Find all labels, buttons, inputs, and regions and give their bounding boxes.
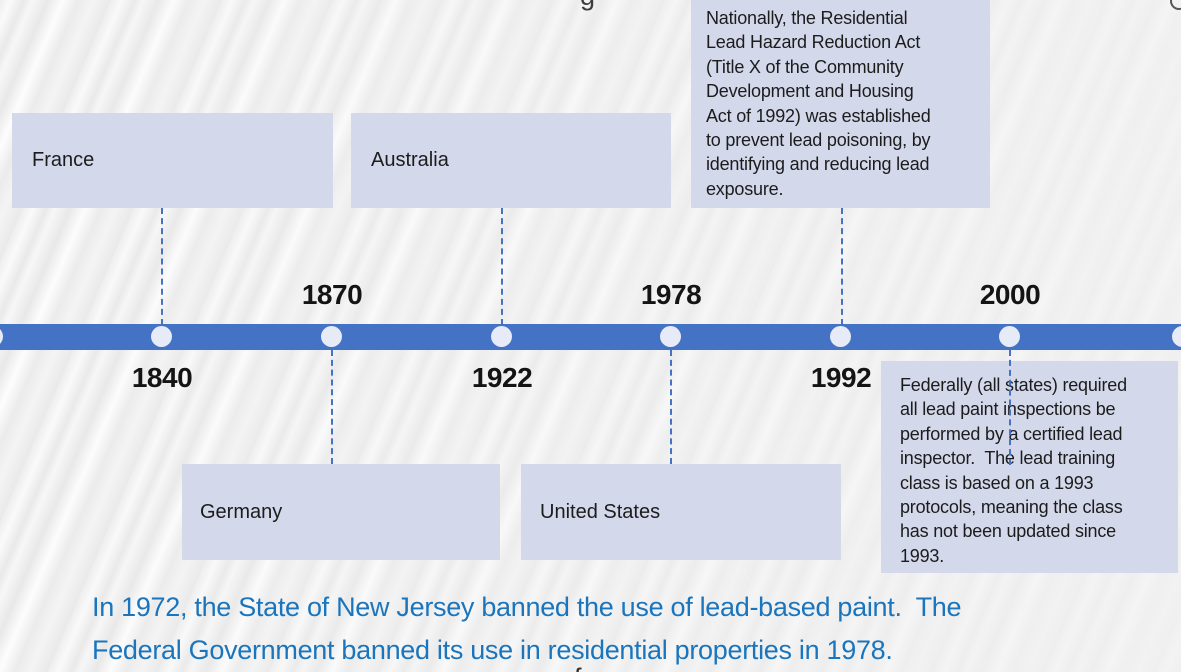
year-label-1978: 1978 [640, 279, 702, 310]
timeline-dot-edge-left [0, 326, 3, 347]
cut-off-corner-mark [1170, 0, 1181, 10]
timeline-dot-1840 [151, 326, 172, 347]
event-label-australia: Australia [371, 149, 449, 171]
connector-line-1978-us [670, 350, 672, 464]
timeline-dot-1870 [321, 326, 342, 347]
timeline-dot-1992 [830, 326, 851, 347]
slide-caption: In 1972, the State of New Jersey banned … [92, 592, 962, 665]
event-box-federal-requirement: Federally (all states) required all lead… [881, 361, 1178, 573]
timeline-dot-2000 [999, 326, 1020, 347]
year-label-1870: 1870 [301, 279, 363, 310]
year-label-1992: 1992 [810, 362, 872, 393]
connector-line-1992-note [841, 208, 843, 325]
connector-line-2000-note [1009, 350, 1011, 465]
event-box-australia: Australia [351, 113, 671, 208]
year-label-2000: 2000 [979, 279, 1041, 310]
timeline-dot-edge-right [1172, 326, 1181, 347]
connector-line-1840-france [161, 208, 163, 325]
timeline-dot-1922 [491, 326, 512, 347]
event-box-national-act: Nationally, the Residential Lead Hazard … [691, 0, 990, 208]
event-label-united-states: United States [540, 500, 661, 523]
cut-off-text-glyph: f [574, 663, 582, 672]
year-label-1922: 1922 [471, 362, 533, 393]
connector-line-1922-australia [501, 208, 503, 325]
event-box-germany: Germany [182, 464, 500, 560]
cut-off-title-glyph: g [580, 0, 595, 12]
event-label-france: France [32, 149, 95, 171]
timeline-bar [0, 324, 1181, 350]
event-label-germany: Germany [200, 500, 283, 523]
event-box-france: France [12, 113, 333, 208]
year-label-1840: 1840 [131, 362, 193, 393]
event-box-united-states: United States [521, 464, 841, 560]
timeline-dot-1978 [660, 326, 681, 347]
connector-line-1870-germany [331, 350, 333, 464]
